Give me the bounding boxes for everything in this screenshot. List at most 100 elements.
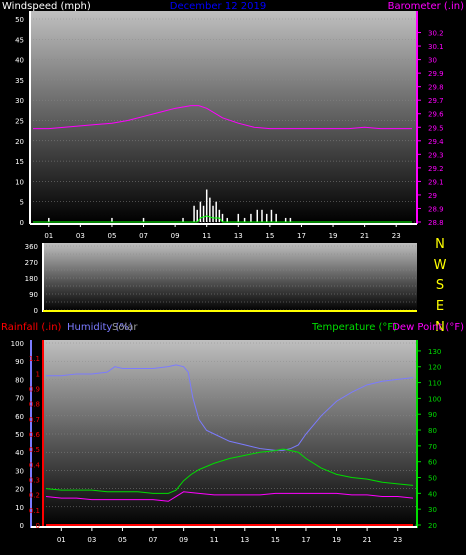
- wind-tick-label: 40: [15, 57, 24, 65]
- panel1-x-tick-label: 19: [329, 232, 338, 240]
- wind-tick-label: 20: [15, 138, 24, 146]
- compass-label: N: [435, 237, 445, 252]
- temperature-label: Temperature (°F): [311, 322, 397, 333]
- rainfall-tick-label: 0.9: [29, 386, 40, 394]
- panel1-x-tick-label: 13: [234, 232, 243, 240]
- dewpoint-label: Dew Point (°F): [392, 322, 464, 333]
- chart-date-title: December 12 2019: [170, 1, 266, 12]
- rainfall-tick-label: 0.4: [29, 461, 41, 469]
- direction-tick-label: 270: [25, 259, 38, 267]
- temp-humidity-panel: Rainfall (.in) Humidity (%) Solar Temper…: [1, 322, 464, 544]
- temperature-tick-label: 60: [428, 459, 437, 467]
- baro-tick-label: 29.3: [428, 151, 444, 159]
- compass-label: E: [436, 299, 444, 314]
- panel3-x-tick-label: 15: [271, 536, 280, 544]
- solar-label: Solar: [112, 322, 138, 333]
- baro-tick-label: 30: [428, 57, 437, 65]
- panel3-x-tick-label: 05: [118, 536, 127, 544]
- barometer-line: [33, 105, 412, 130]
- wind-tick-label: 0: [20, 219, 24, 227]
- baro-tick-label: 30.2: [428, 30, 444, 38]
- rainfall-tick-label: 0.8: [29, 401, 40, 409]
- panel1-x-tick-label: 11: [202, 232, 211, 240]
- temperature-tick-label: 20: [428, 522, 437, 530]
- compass-label: N: [435, 320, 445, 335]
- compass-label: S: [436, 278, 444, 293]
- temperature-tick-label: 90: [428, 411, 437, 419]
- rainfall-tick-label: 0.5: [29, 446, 40, 454]
- panel1-x-tick-label: 05: [107, 232, 116, 240]
- temperature-tick-label: 70: [428, 443, 437, 451]
- panel3-x-tick-label: 19: [332, 536, 341, 544]
- humidity-line: [46, 364, 414, 451]
- humidity-tick-label: 10: [15, 504, 24, 512]
- humidity-tick-label: 100: [11, 340, 24, 348]
- panel3-x-tick-label: 21: [363, 536, 372, 544]
- baro-tick-label: 29.8: [428, 84, 444, 92]
- humidity-label: Humidity (%): [67, 322, 133, 333]
- baro-tick-label: 29.7: [428, 97, 444, 105]
- humidity-tick-label: 20: [15, 486, 24, 494]
- humidity-tick-label: 40: [15, 449, 24, 457]
- temp-humidity-plot-area: [43, 340, 417, 527]
- wind-tick-label: 5: [20, 199, 24, 207]
- panel1-x-tick-label: 01: [44, 232, 53, 240]
- rainfall-label: Rainfall (.in): [1, 322, 62, 333]
- temperature-tick-label: 120: [428, 364, 441, 372]
- humidity-tick-label: 30: [15, 467, 24, 475]
- panel1-x-tick-label: 15: [265, 232, 274, 240]
- panel3-x-tick-label: 17: [301, 536, 310, 544]
- wind-tick-label: 45: [15, 36, 24, 44]
- direction-tick-label: 360: [25, 243, 38, 251]
- humidity-tick-label: 90: [15, 358, 24, 366]
- baro-tick-label: 29.2: [428, 165, 444, 173]
- wind-baro-panel: Windspeed (mph) December 12 2019 Baromet…: [2, 1, 464, 240]
- wind-direction-plot-area: [43, 243, 417, 311]
- humidity-tick-label: 80: [15, 376, 24, 384]
- panel3-x-tick-label: 11: [210, 536, 219, 544]
- wind-baro-plot-area: [30, 11, 417, 223]
- temperature-tick-label: 130: [428, 348, 441, 356]
- baro-tick-label: 29.9: [428, 70, 444, 78]
- temperature-tick-label: 80: [428, 427, 437, 435]
- baro-tick-label: 29: [428, 192, 437, 200]
- panel3-x-tick-label: 13: [240, 536, 249, 544]
- panel3-x-tick-label: 23: [393, 536, 402, 544]
- humidity-tick-label: 70: [15, 395, 24, 403]
- rainfall-tick-label: 0.3: [29, 477, 40, 485]
- temperature-tick-label: 100: [428, 395, 441, 403]
- direction-tick-label: 0: [34, 307, 38, 315]
- direction-tick-label: 90: [29, 291, 38, 299]
- compass-label: W: [434, 258, 447, 273]
- rainfall-tick-label: 1.1: [29, 355, 40, 363]
- humidity-tick-label: 0: [20, 522, 24, 530]
- wind-tick-label: 25: [15, 118, 24, 126]
- temperature-tick-label: 30: [428, 506, 437, 514]
- wind-gust-line: [33, 215, 412, 223]
- rainfall-tick-label: 0: [36, 522, 40, 530]
- panel3-x-tick-label: 07: [149, 536, 158, 544]
- wind-tick-label: 15: [15, 158, 24, 166]
- panel1-x-tick-label: 09: [171, 232, 180, 240]
- panel1-x-tick-label: 07: [139, 232, 148, 240]
- temperature-tick-label: 50: [428, 475, 437, 483]
- windspeed-label: Windspeed (mph): [2, 1, 91, 12]
- humidity-tick-label: 50: [15, 431, 24, 439]
- panel3-x-tick-label: 09: [179, 536, 188, 544]
- panel1-x-tick-label: 23: [392, 232, 401, 240]
- rainfall-tick-label: 0.2: [29, 492, 40, 500]
- baro-tick-label: 29.5: [428, 124, 444, 132]
- panel1-x-tick-label: 17: [297, 232, 306, 240]
- rainfall-tick-label: 1: [36, 370, 40, 378]
- rainfall-tick-label: 0.6: [29, 431, 41, 439]
- baro-tick-label: 28.8: [428, 219, 444, 227]
- temperature-tick-label: 40: [428, 490, 437, 498]
- baro-tick-label: 29.6: [428, 111, 444, 119]
- barometer-label: Barometer (.in): [388, 1, 464, 12]
- wind-tick-label: 30: [15, 97, 24, 105]
- panel3-x-tick-label: 01: [57, 536, 66, 544]
- panel3-x-tick-label: 03: [87, 536, 96, 544]
- wind-tick-label: 10: [15, 178, 24, 186]
